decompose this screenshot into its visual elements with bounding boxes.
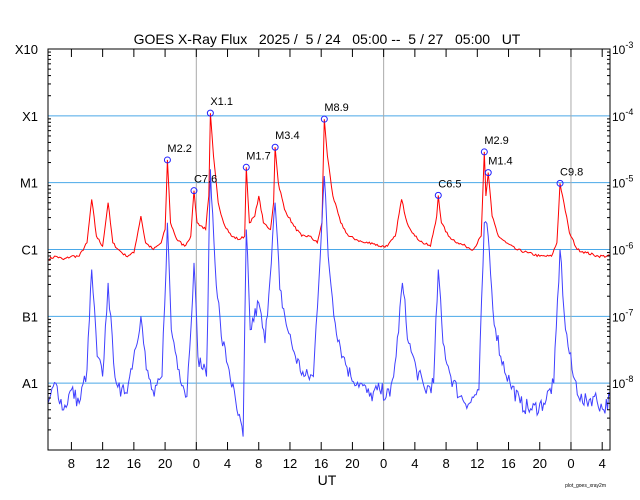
flare-peak-marker (556, 179, 564, 187)
flare-peak-marker (163, 156, 171, 164)
flare-class-label: C1 (21, 243, 38, 258)
flare-peak-marker (434, 191, 442, 199)
flare-class-label: B1 (22, 309, 38, 324)
x-tick-label: 8 (255, 456, 262, 471)
plot-frame (47, 48, 611, 451)
flare-label: M2.2 (167, 143, 191, 155)
flux-label: 10-4 (612, 107, 633, 124)
series-line-long (47, 113, 611, 262)
x-tick-label: 20 (158, 456, 172, 471)
flare-label: X1.1 (210, 96, 233, 108)
x-tick-label: 0 (193, 456, 200, 471)
x-tick-label: 20 (533, 456, 547, 471)
flare-peak-marker (190, 187, 198, 195)
flare-label: C6.5 (438, 178, 461, 190)
flare-class-label: M1 (20, 176, 38, 191)
x-tick-label: 4 (411, 456, 418, 471)
flare-label: C7.6 (194, 174, 217, 186)
flare-peak-marker (242, 163, 250, 171)
x-tick-label: 8 (442, 456, 449, 471)
chart-title: GOES X-Ray Flux 2025 / 5 / 24 05:00 -- 5… (134, 31, 521, 47)
flare-class-label: X10 (15, 42, 38, 57)
x-tick-label: 20 (345, 456, 359, 471)
flux-label: 10-8 (612, 374, 633, 391)
flare-label: M3.4 (275, 130, 299, 142)
flare-peak-marker (484, 169, 492, 177)
x-tick-label: 16 (501, 456, 515, 471)
flux-label: 10-6 (612, 241, 633, 258)
flare-peak-marker (320, 115, 328, 123)
flare-label: M1.7 (246, 150, 270, 162)
flare-label: M8.9 (324, 102, 348, 114)
x-tick-label: 16 (314, 456, 328, 471)
x-tick-label: 4 (599, 456, 606, 471)
x-tick-label: 12 (470, 456, 484, 471)
x-tick-label: 0 (567, 456, 574, 471)
flare-label: M1.4 (488, 156, 512, 168)
x-tick-label: 8 (68, 456, 75, 471)
flare-peak-marker (206, 109, 214, 117)
x-tick-label: 4 (224, 456, 231, 471)
flare-label: C9.8 (560, 166, 583, 178)
flux-label: 10-7 (612, 307, 633, 324)
flare-class-label: X1 (22, 109, 38, 124)
flux-label: 10-3 (612, 40, 633, 57)
footer-note: plot_goes_xray2m (565, 483, 606, 489)
x-tick-label: 16 (127, 456, 141, 471)
flare-peak-marker (271, 143, 279, 151)
x-tick-label: 0 (380, 456, 387, 471)
series-line-short (47, 169, 611, 437)
flare-label: M2.9 (484, 135, 508, 147)
x-tick-label: 12 (283, 456, 297, 471)
x-axis-label: UT (318, 472, 337, 488)
flux-label: 10-5 (612, 174, 633, 191)
flare-class-label: A1 (22, 376, 38, 391)
flare-peak-marker (480, 148, 488, 156)
x-tick-label: 12 (95, 456, 109, 471)
